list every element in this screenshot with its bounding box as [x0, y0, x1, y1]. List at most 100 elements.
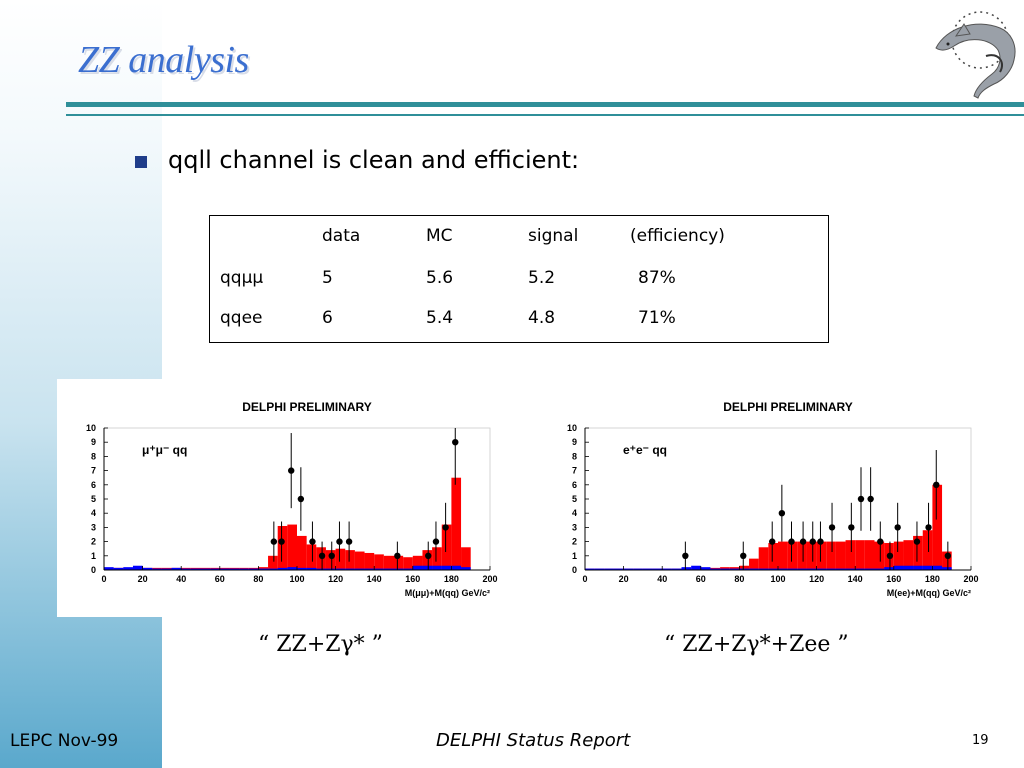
title-rule-thick — [66, 102, 1024, 107]
background-bar — [325, 568, 336, 570]
background-bar — [662, 568, 672, 570]
chart-title: DELPHI PRELIMINARY — [242, 400, 372, 414]
y-tick-label: 0 — [91, 565, 96, 575]
y-tick-label: 5 — [572, 494, 577, 504]
y-tick-label: 3 — [91, 522, 96, 532]
background-bar — [778, 568, 788, 570]
bullet-text: qqll channel is clean and efficient: — [168, 146, 580, 174]
background-bar — [152, 568, 162, 570]
x-tick-label: 60 — [215, 574, 225, 584]
mc-bar — [364, 552, 375, 570]
background-bar — [652, 568, 663, 570]
table-header-signal: signal — [528, 226, 579, 246]
data-point — [442, 524, 449, 531]
mc-bar — [816, 541, 827, 570]
caption-right: “ ZZ+Zγ*+Zee ” — [664, 632, 849, 657]
data-point — [297, 495, 305, 503]
mc-bar — [922, 530, 933, 570]
plot-panel-mumu: DELPHI PRELIMINARY 0 1 2 3 4 5 6 7 8 9 10 0 20 40 60 80 1… — [57, 379, 510, 617]
data-point — [270, 538, 278, 545]
data-point — [425, 552, 432, 559]
background-bar — [219, 568, 230, 570]
y-tick-label: 6 — [91, 480, 96, 490]
background-bar — [845, 568, 856, 570]
background-bar — [749, 568, 759, 570]
mc-bar — [942, 551, 952, 570]
mc-bar — [451, 477, 462, 570]
mc-bar — [393, 555, 404, 570]
dolphin-logo-icon — [935, 11, 1016, 99]
table-row-label: qqee — [220, 308, 263, 328]
x-tick-label: 200 — [963, 574, 978, 584]
y-tick-label: 0 — [572, 565, 577, 575]
data-point — [778, 510, 786, 517]
background-bar — [922, 565, 933, 570]
mc-bar — [749, 558, 759, 570]
background-bar — [268, 568, 278, 570]
data-point — [740, 552, 747, 559]
x-tick-label: 40 — [176, 574, 186, 584]
background-bar — [297, 567, 307, 570]
background-bar — [113, 567, 124, 570]
mc-bar — [835, 541, 846, 570]
mc-bar — [461, 547, 471, 570]
background-bar — [787, 568, 798, 570]
table-row-label: qqμμ — [220, 268, 264, 288]
data-point — [788, 538, 795, 545]
background-bar — [913, 565, 923, 570]
data-point — [452, 439, 459, 446]
mc-bar — [432, 547, 442, 570]
background-bar — [412, 565, 423, 570]
table-header-efficiency: (efficiency) — [630, 226, 725, 246]
background-bar — [642, 568, 653, 570]
background-bar — [855, 568, 865, 570]
mc-bar — [441, 524, 452, 570]
background-bar — [797, 568, 807, 570]
data-point — [345, 538, 353, 545]
y-tick-label: 9 — [572, 437, 577, 447]
table-cell: 4.8 — [528, 308, 556, 328]
mc-bar — [855, 540, 865, 570]
x-tick-label: 140 — [848, 574, 863, 584]
background-bar — [239, 568, 249, 570]
background-bar — [623, 568, 634, 570]
background-bar — [200, 568, 211, 570]
background-bar — [316, 568, 326, 570]
mc-bar — [739, 565, 750, 570]
slide-title: ZZ analysis — [78, 39, 249, 81]
data-point — [886, 552, 894, 559]
mc-bar — [277, 525, 288, 570]
background-bar — [758, 568, 769, 570]
background-bar — [383, 568, 394, 570]
background-bar — [393, 568, 404, 570]
mc-bar — [268, 555, 278, 570]
x-tick-label: 120 — [328, 574, 343, 584]
data-point — [799, 538, 807, 545]
background-bar — [816, 568, 827, 570]
mc-bar — [932, 484, 943, 570]
mc-bar — [306, 544, 317, 570]
mc-bar — [845, 540, 856, 570]
background-bar — [826, 568, 836, 570]
y-tick-label: 10 — [567, 423, 577, 433]
mc-bar — [758, 547, 769, 570]
footer-center: DELPHI Status Report — [436, 730, 631, 751]
footer-left: LEPC Nov-99 — [10, 731, 119, 751]
table-cell: 71% — [638, 308, 676, 328]
background-bar — [258, 568, 269, 570]
background-bar — [942, 567, 952, 570]
data-point — [877, 538, 884, 545]
background-bar — [441, 565, 452, 570]
table-cell: 6 — [322, 308, 333, 328]
x-tick-label: 20 — [138, 574, 148, 584]
background-bar — [171, 567, 182, 570]
table-cell: 87% — [638, 268, 676, 288]
background-bar — [932, 565, 943, 570]
x-tick-label: 20 — [619, 574, 629, 584]
background-bar — [422, 565, 433, 570]
y-tick-label: 3 — [572, 522, 577, 532]
mc-bar — [778, 541, 788, 570]
background-bar — [461, 567, 471, 570]
background-bar — [739, 568, 750, 570]
